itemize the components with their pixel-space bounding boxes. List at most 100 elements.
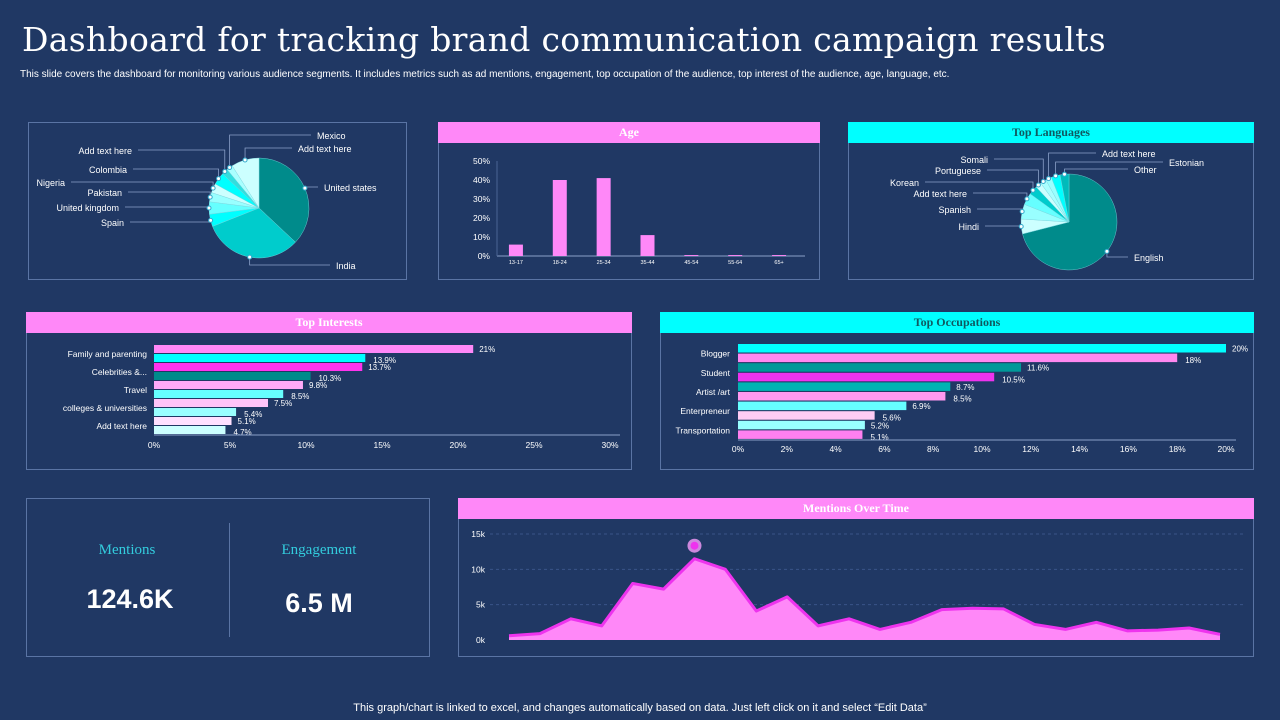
interests-bar bbox=[154, 363, 363, 371]
occupations-category-label: Blogger bbox=[701, 349, 730, 359]
interests-x-tick: 0% bbox=[148, 440, 161, 450]
mentions-y-tick: 5k bbox=[476, 600, 486, 610]
occupations-x-tick: 0% bbox=[732, 444, 745, 454]
countries-label: Mexico bbox=[317, 131, 346, 141]
countries-leader-line bbox=[244, 147, 292, 160]
languages-label: Portuguese bbox=[935, 166, 981, 176]
mentions-y-tick: 15k bbox=[471, 529, 485, 539]
countries-label-dot bbox=[302, 185, 308, 191]
age-y-tick: 20% bbox=[473, 213, 490, 223]
mentions-value: 124.6K bbox=[86, 584, 174, 614]
occupations-x-tick: 20% bbox=[1217, 444, 1234, 454]
languages-leader-line bbox=[1048, 152, 1096, 179]
occupations-bar bbox=[738, 392, 946, 401]
languages-leader-line bbox=[977, 208, 1023, 212]
languages-label-dot bbox=[1035, 182, 1041, 188]
occupations-x-tick: 18% bbox=[1169, 444, 1186, 454]
countries-leader-line bbox=[229, 134, 311, 168]
interests-x-tick: 25% bbox=[525, 440, 542, 450]
occupations-value-label: 5.6% bbox=[883, 414, 901, 423]
languages-label-dot bbox=[1030, 187, 1036, 193]
occupations-bar bbox=[738, 420, 865, 430]
age-y-tick: 10% bbox=[473, 232, 490, 242]
languages-leader-line bbox=[1055, 161, 1163, 176]
occupations-x-tick: 4% bbox=[829, 444, 842, 454]
interests-x-tick: 20% bbox=[449, 440, 466, 450]
languages-label-dot bbox=[1018, 224, 1024, 230]
interests-x-tick: 5% bbox=[224, 440, 237, 450]
countries-leader-line bbox=[249, 257, 330, 266]
languages-label: Spanish bbox=[938, 205, 971, 215]
interests-category-label: Family and parenting bbox=[68, 349, 148, 359]
occupations-bar bbox=[738, 363, 1022, 372]
languages-label: Estonian bbox=[1169, 158, 1204, 168]
countries-leader-line bbox=[125, 206, 210, 208]
mentions-peak-marker-inner bbox=[690, 541, 699, 550]
age-bar bbox=[552, 180, 567, 256]
languages-leader-line bbox=[987, 169, 1039, 186]
age-x-tick: 25-34 bbox=[597, 260, 611, 266]
countries-label-dot bbox=[227, 165, 233, 171]
mentions-label: Mentions bbox=[98, 542, 156, 558]
occupations-bar bbox=[738, 382, 951, 391]
languages-label: Add text here bbox=[1102, 149, 1156, 159]
engagement-value: 6.5 M bbox=[285, 588, 353, 618]
interests-bar bbox=[154, 426, 226, 434]
age-header: Age bbox=[438, 122, 820, 143]
age-bar bbox=[640, 235, 655, 256]
interests-category-label: colleges & universities bbox=[63, 403, 147, 413]
occupations-x-tick: 8% bbox=[927, 444, 940, 454]
countries-label: United states bbox=[324, 183, 377, 193]
interests-bar bbox=[154, 417, 232, 425]
countries-leader-line bbox=[128, 191, 211, 198]
occupations-category-label: Artist /art bbox=[696, 387, 731, 397]
interests-value-label: 9.8% bbox=[309, 381, 327, 390]
occupations-category-label: Transportation bbox=[676, 425, 731, 435]
interests-category-label: Celebrities &... bbox=[92, 367, 147, 377]
age-y-tick: 50% bbox=[473, 156, 490, 166]
interests-category-label: Travel bbox=[124, 385, 147, 395]
occupations-x-tick: 10% bbox=[973, 444, 990, 454]
languages-leader-line bbox=[973, 192, 1028, 199]
engagement-label: Engagement bbox=[281, 542, 357, 558]
countries-label: India bbox=[336, 261, 356, 271]
countries-label-dot bbox=[216, 176, 222, 182]
occupations-bar bbox=[738, 411, 875, 420]
occupations-bar bbox=[738, 401, 907, 411]
languages-leader-line bbox=[985, 225, 1022, 227]
occupations-bar bbox=[738, 344, 1226, 353]
countries-label-dot bbox=[247, 254, 253, 260]
interests-value-label: 5.1% bbox=[238, 417, 256, 426]
mentions-y-tick: 0k bbox=[476, 635, 486, 645]
countries-label-dot bbox=[208, 217, 214, 223]
countries-label-dot bbox=[207, 194, 213, 200]
footer-note: This graph/chart is linked to excel, and… bbox=[353, 702, 927, 714]
mentions-header: Mentions Over Time bbox=[458, 498, 1254, 519]
countries-label: Colombia bbox=[89, 165, 127, 175]
occupations-x-tick: 6% bbox=[878, 444, 891, 454]
languages-label: Korean bbox=[890, 178, 919, 188]
interests-value-label: 5.4% bbox=[244, 410, 262, 419]
age-y-tick: 40% bbox=[473, 175, 490, 185]
interests-value-label: 13.9% bbox=[373, 356, 396, 365]
interests-value-label: 8.5% bbox=[291, 392, 309, 401]
occupations-header: Top Occupations bbox=[660, 312, 1254, 333]
languages-label: Somali bbox=[960, 155, 988, 165]
occupations-value-label: 6.9% bbox=[912, 402, 930, 411]
age-bar bbox=[596, 178, 611, 256]
countries-leader-line bbox=[133, 168, 219, 179]
languages-leader-line bbox=[1064, 168, 1128, 175]
languages-label-dot bbox=[1061, 171, 1067, 177]
interests-bar bbox=[154, 390, 284, 398]
interests-bar bbox=[154, 381, 303, 389]
interests-bar bbox=[154, 354, 366, 362]
interests-value-label: 21% bbox=[479, 345, 495, 354]
interests-value-label: 13.7% bbox=[368, 363, 391, 372]
mentions-area bbox=[509, 558, 1220, 640]
page-subtitle: This slide covers the dashboard for moni… bbox=[20, 69, 950, 80]
countries-label: Pakistan bbox=[87, 188, 122, 198]
kpi-divider bbox=[229, 523, 230, 637]
languages-label: Hindi bbox=[958, 222, 979, 232]
languages-leader-line bbox=[1106, 251, 1128, 258]
